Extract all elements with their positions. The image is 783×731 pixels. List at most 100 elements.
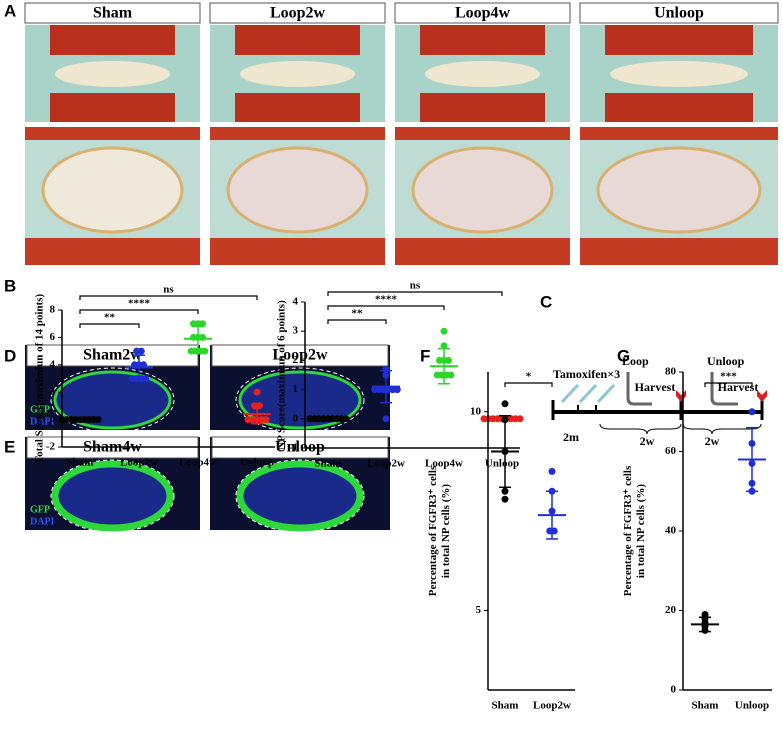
- data-point: [501, 495, 509, 503]
- significance-bracket: [704, 382, 753, 387]
- stain-label: GFP: [30, 404, 50, 415]
- image-band: [420, 25, 545, 55]
- schematic: Tamoxifen×3 Loop Unloop Harvest Harvest …: [551, 354, 767, 448]
- image-band: [420, 93, 545, 122]
- stain-label: DAPI: [30, 416, 55, 427]
- error-bar: [699, 616, 711, 633]
- data-point: [382, 415, 390, 423]
- data-point: [548, 467, 556, 475]
- image-core: [610, 61, 748, 87]
- x-tick-label: Sham: [67, 457, 94, 469]
- outline: [50, 459, 175, 533]
- image-core: [425, 61, 540, 87]
- y-tick-label: 5: [476, 604, 482, 616]
- error-bar: [546, 490, 558, 540]
- y-axis-label: in total NP cells (%): [635, 484, 647, 578]
- outline: [50, 367, 175, 433]
- y-tick-label: 4: [50, 358, 56, 370]
- x-tick-label: Sham: [315, 458, 342, 470]
- image-band: [235, 25, 360, 55]
- schematic-text: 2m: [563, 430, 579, 444]
- y-axis-label: Percentage of FGFR3⁺ cells: [427, 465, 439, 596]
- y-axis-label: NP Score(maximiun of 6 points): [276, 300, 288, 450]
- stain-label: DAPI: [30, 516, 55, 527]
- image-core: [240, 61, 355, 87]
- column-header: Loop2w: [270, 5, 326, 22]
- header-box: [209, 2, 386, 24]
- error-bar: [380, 369, 392, 404]
- significance-label: ****: [128, 298, 151, 310]
- image-band: [210, 238, 385, 265]
- x-tick-label: Loop4w: [425, 458, 463, 470]
- significance-label: ns: [410, 280, 421, 292]
- data-point: [94, 416, 102, 424]
- stain-label: GFP: [30, 504, 50, 515]
- data-point: [445, 356, 452, 364]
- significance-bracket: [79, 295, 258, 300]
- y-tick-label: 3: [293, 325, 299, 337]
- data-point: [199, 320, 206, 328]
- error-bar: [251, 403, 263, 425]
- image-band: [395, 127, 570, 140]
- significance-label: ****: [375, 294, 398, 306]
- x-tick-label: Loop2w: [367, 458, 405, 470]
- panel-label: D: [4, 346, 16, 365]
- x-tick-label: Sham: [692, 700, 719, 712]
- y-tick-label: 0: [293, 412, 299, 424]
- panel-label: B: [4, 276, 16, 295]
- significance-label: ***: [720, 371, 737, 383]
- significance-label: **: [352, 308, 364, 320]
- data-point: [253, 388, 261, 396]
- data-point: [748, 408, 756, 416]
- nucleus: [51, 460, 174, 532]
- data-point: [501, 400, 509, 408]
- panel-label: E: [4, 437, 15, 456]
- image-core: [55, 61, 170, 87]
- data-point: [447, 371, 455, 379]
- nucleus: [236, 460, 364, 532]
- data-point: [440, 342, 448, 350]
- header-box: [211, 344, 389, 367]
- data-point: [199, 333, 206, 341]
- x-tick-label: Unloop: [240, 457, 274, 469]
- x-tick-label: Loop4w: [179, 457, 217, 469]
- x-tick-label: Unloop: [735, 700, 769, 712]
- y-tick-label: 1: [293, 383, 299, 395]
- data-point: [501, 487, 509, 495]
- y-tick-label: 2: [293, 354, 299, 366]
- error-bar: [133, 354, 145, 381]
- y-tick-label: -1: [289, 442, 298, 454]
- panel-label: A: [4, 1, 16, 20]
- image-core: [596, 146, 762, 234]
- panel-label: F: [420, 346, 430, 365]
- panel-label: C: [540, 292, 552, 311]
- significance-label: **: [104, 312, 116, 324]
- image-band: [235, 93, 360, 122]
- image-band: [50, 25, 175, 55]
- outline: [235, 459, 365, 533]
- y-tick-label: 0: [671, 684, 677, 696]
- error-bar: [746, 426, 758, 492]
- significance-bracket: [327, 305, 445, 310]
- image-band: [580, 238, 778, 265]
- header-box: [579, 2, 779, 24]
- nucleus: [53, 370, 172, 430]
- image-band: [50, 93, 175, 122]
- column-header: Sham2w: [83, 347, 142, 364]
- data-point: [137, 347, 145, 355]
- y-axis-label: Total Scores(maximiun of 14 points): [34, 294, 46, 464]
- y-tick-label: -2: [46, 441, 56, 453]
- header-box: [26, 344, 199, 367]
- column-header: Loop2w: [272, 347, 328, 364]
- image-band: [395, 238, 570, 265]
- schematic-text: Harvest: [635, 380, 676, 394]
- image-band: [210, 127, 385, 140]
- x-tick-label: Loop2w: [533, 700, 571, 712]
- image-band: [580, 127, 778, 140]
- panel-label: G: [617, 346, 630, 365]
- data-point: [701, 610, 709, 618]
- y-tick-label: 2: [50, 386, 56, 398]
- data-point: [393, 386, 401, 394]
- data-point: [516, 415, 524, 423]
